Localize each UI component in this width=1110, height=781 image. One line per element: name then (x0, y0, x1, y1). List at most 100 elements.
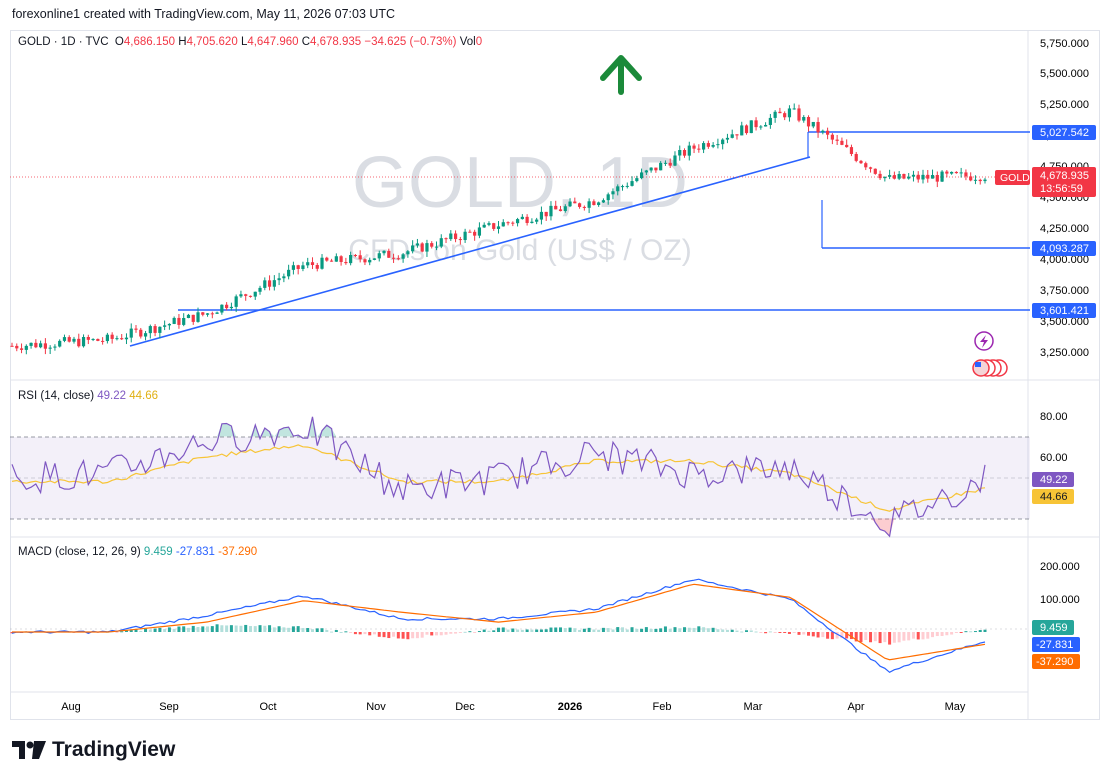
candle-body[interactable] (372, 258, 377, 260)
candle-body[interactable] (291, 265, 296, 270)
candle-body[interactable] (840, 140, 844, 145)
candle-body[interactable] (463, 231, 467, 241)
candle-body[interactable] (587, 201, 591, 208)
trendline[interactable] (129, 156, 811, 347)
candle-body[interactable] (382, 250, 386, 254)
candle-body[interactable] (897, 173, 901, 179)
candle-body[interactable] (549, 205, 553, 217)
candle-body[interactable] (239, 294, 243, 297)
candle-body[interactable] (635, 178, 639, 182)
candle-body[interactable] (287, 269, 291, 277)
candle-body[interactable] (453, 233, 458, 240)
candle-body[interactable] (153, 326, 157, 333)
candle-body[interactable] (172, 317, 176, 324)
macd-axis[interactable]: 200.000 100.000 (1040, 561, 1080, 606)
candle-body[interactable] (716, 144, 720, 146)
candle-body[interactable] (759, 126, 763, 128)
candle-body[interactable] (964, 172, 968, 177)
candle-body[interactable] (730, 134, 734, 138)
macd-tag-b[interactable]: -27.831 (1032, 637, 1080, 652)
candle-body[interactable] (563, 206, 567, 212)
legend-symbol[interactable]: GOLD · 1D · TVC (18, 36, 109, 48)
candle-body[interactable] (530, 221, 534, 223)
candle-body[interactable] (77, 338, 81, 347)
candle-body[interactable] (663, 162, 668, 164)
candle-body[interactable] (415, 243, 420, 246)
candle-body[interactable] (749, 120, 753, 134)
candle-body[interactable] (86, 337, 90, 340)
candle-body[interactable] (420, 243, 424, 252)
candle-body[interactable] (473, 231, 477, 236)
candle-body[interactable] (129, 328, 133, 338)
candle-body[interactable] (272, 280, 276, 287)
candle-body[interactable] (339, 256, 343, 262)
candle-body[interactable] (554, 205, 558, 210)
candle-body[interactable] (835, 139, 839, 141)
candle-body[interactable] (177, 317, 181, 325)
candle-body[interactable] (277, 278, 281, 281)
candle-body[interactable] (363, 259, 367, 263)
candle-body[interactable] (525, 216, 529, 223)
candle-body[interactable] (439, 238, 443, 247)
candle-body[interactable] (406, 251, 410, 255)
candle-body[interactable] (167, 323, 171, 326)
candle-body[interactable] (34, 342, 38, 348)
candle-body[interactable] (325, 257, 329, 261)
candle-body[interactable] (706, 143, 710, 147)
candle-body[interactable] (24, 345, 28, 350)
up-arrow-icon[interactable] (600, 55, 642, 95)
candle-body[interactable] (740, 125, 744, 136)
candle-body[interactable] (930, 175, 935, 179)
candle-body[interactable] (353, 255, 358, 257)
candle-body[interactable] (482, 224, 486, 228)
candle-body[interactable] (358, 255, 362, 260)
candle-body[interactable] (19, 348, 24, 350)
candle-body[interactable] (29, 342, 33, 346)
candle-body[interactable] (616, 186, 620, 192)
candle-body[interactable] (248, 295, 253, 297)
candle-body[interactable] (802, 117, 806, 121)
candle-body[interactable] (950, 171, 954, 174)
candle-body[interactable] (577, 203, 582, 207)
candle-body[interactable] (673, 155, 677, 166)
candle-body[interactable] (935, 175, 939, 182)
candle-body[interactable] (81, 337, 86, 347)
candle-body[interactable] (334, 256, 338, 262)
candle-body[interactable] (911, 174, 916, 177)
candle-body[interactable] (697, 148, 701, 150)
candle-body[interactable] (139, 329, 143, 337)
candle-body[interactable] (544, 211, 548, 217)
candle-body[interactable] (91, 338, 95, 340)
candle-body[interactable] (735, 134, 739, 136)
candle-body[interactable] (320, 257, 324, 269)
candle-body[interactable] (105, 334, 109, 342)
candle-body[interactable] (539, 211, 544, 220)
candle-body[interactable] (253, 291, 257, 297)
candle-body[interactable] (535, 219, 539, 222)
candle-body[interactable] (411, 245, 415, 252)
candle-body[interactable] (10, 345, 14, 347)
candle-body[interactable] (883, 176, 887, 179)
candle-body[interactable] (67, 337, 71, 342)
candle-body[interactable] (773, 111, 777, 118)
candle-body[interactable] (744, 125, 749, 134)
candle-body[interactable] (205, 313, 210, 315)
lightning-icon[interactable] (974, 331, 994, 351)
candle-body[interactable] (792, 108, 796, 110)
candle-body[interactable] (401, 254, 405, 259)
candle-body[interactable] (845, 144, 849, 148)
candle-body[interactable] (477, 227, 482, 236)
us-flag-icons[interactable] (972, 359, 1008, 377)
candle-body[interactable] (329, 260, 334, 262)
candle-body[interactable] (630, 181, 634, 186)
candle-body[interactable] (301, 265, 305, 269)
candle-body[interactable] (520, 216, 524, 220)
candle-body[interactable] (787, 108, 792, 118)
candle-body[interactable] (701, 143, 706, 150)
candle-body[interactable] (721, 139, 725, 145)
candle-body[interactable] (258, 287, 262, 292)
candle-body[interactable] (859, 160, 863, 164)
candle-body[interactable] (430, 243, 434, 247)
candle-body[interactable] (515, 219, 520, 224)
